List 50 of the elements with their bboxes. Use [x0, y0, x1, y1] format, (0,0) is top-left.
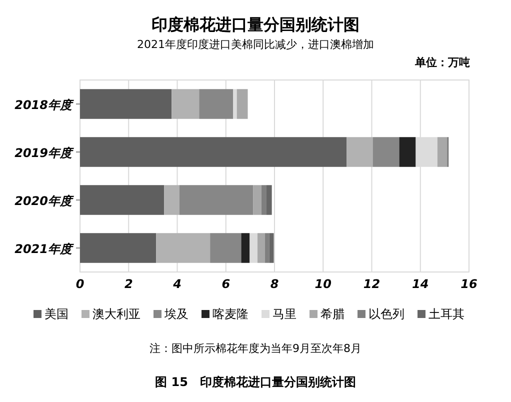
x-tick-label: 12 — [363, 277, 380, 291]
x-tick-label: 0 — [76, 277, 84, 291]
y-tick-label: 2018年度 — [14, 98, 74, 112]
legend-label: 希腊 — [320, 307, 344, 321]
legend-label: 马里 — [272, 307, 296, 321]
bar — [253, 185, 262, 215]
x-tick-label: 2 — [124, 277, 133, 291]
chart-title: 印度棉花进口量分国别统计图 — [152, 15, 360, 34]
caption: 图 15 印度棉花进口量分国别统计图 — [155, 375, 356, 389]
bar — [210, 233, 242, 263]
x-tick-label: 4 — [172, 277, 182, 291]
bar — [172, 89, 200, 119]
bar — [241, 233, 250, 263]
x-tick-label: 8 — [270, 277, 279, 291]
text: 单位：万吨 — [414, 56, 470, 69]
bar — [266, 185, 272, 215]
bar — [80, 137, 347, 167]
legend-label: 埃及 — [164, 307, 188, 321]
legend-label: 喀麦隆 — [212, 307, 248, 321]
legend-label: 以色列 — [368, 307, 404, 321]
x-tick-label: 6 — [222, 277, 230, 291]
bar — [179, 185, 254, 215]
text: 注：图中所示棉花年度为当年9月至次年8月 — [150, 342, 362, 355]
bar — [261, 185, 266, 215]
legend-label: 美国 — [44, 307, 68, 321]
x-tick-label: 10 — [314, 277, 332, 291]
y-tick-label: 2019年度 — [14, 146, 74, 160]
bar — [80, 185, 164, 215]
x-tick-label: 14 — [412, 277, 429, 291]
legend-label: 土耳其 — [428, 307, 464, 321]
bar — [437, 137, 447, 167]
bar — [156, 233, 210, 263]
x-tick-label: 16 — [460, 277, 478, 291]
bar — [346, 137, 373, 167]
bar — [269, 233, 274, 263]
y-tick-label: 2021年度 — [14, 242, 74, 256]
bar — [265, 233, 270, 263]
bar — [80, 233, 156, 263]
bar — [250, 233, 258, 263]
bar — [164, 185, 180, 215]
bar — [199, 89, 234, 119]
bar — [372, 137, 400, 167]
bar — [233, 89, 237, 119]
y-tick-label: 2020年度 — [14, 194, 74, 208]
bar — [257, 233, 266, 263]
bar — [399, 137, 416, 167]
chart-subtitle: 2021年度印度进口美棉同比减少，进口澳棉增加 — [137, 38, 374, 51]
legend-label: 澳大利亚 — [92, 307, 140, 321]
bar — [80, 89, 172, 119]
bar — [236, 89, 248, 119]
